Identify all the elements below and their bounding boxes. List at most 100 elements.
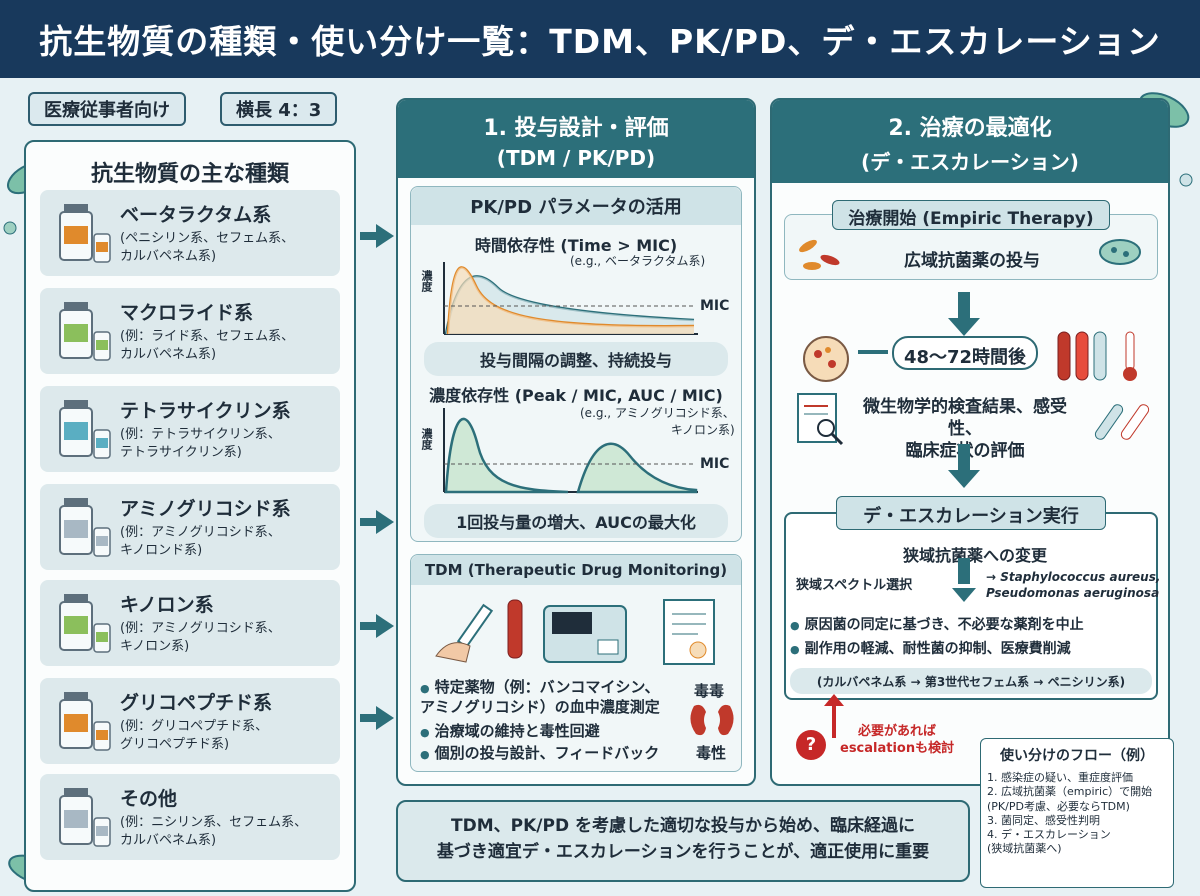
syringe-icon [435,599,523,663]
dosing-design-title: 1. 投与設計・評価 [483,116,669,141]
pkpd-title: PK/PD パラメータの活用 [411,187,741,225]
escalation-arrow-head [824,694,844,706]
antibiotic-type-card: アミノグリコシド系 (例：アミノグリコシド系、 キノロンド系) [40,484,340,570]
dosing-design-header: 1. 投与設計・評価 (TDM / PK/PD) [398,100,754,178]
medicine-bottle-icon [40,774,120,860]
usage-flow-box: 使い分けのフロー（例） 1. 感染症の疑い、重症度評価 2. 広域抗菌薬（emp… [980,738,1174,888]
arrow-down-icon [952,558,976,602]
deescalation-bullet: 副作用の軽減、耐性菌の抑制、医療費削減 [790,640,1154,658]
antibiotic-type-desc: (ペニシリン系、セフェム系、 カルバペネム系) [120,231,295,264]
antibiotic-type-text: ベータラクタム系 (ペニシリン系、セフェム系、 カルバペネム系) [120,200,340,265]
clipboard-search-icon [797,393,844,446]
empiric-title: 治療開始 (Empiric Therapy) [832,200,1110,230]
usage-flow-title: 使い分けのフロー（例） [1000,748,1154,764]
antibiotic-type-name: ベータラクタム系 [120,204,272,227]
antibiotic-type-text: その他 (例：ニシリン系、セフェム系、 カルバペネム系) [120,784,340,849]
mic-label: MIC [700,456,730,472]
antibiotic-type-desc: (例：ニシリン系、セフェム系、 カルバペネム系) [120,815,308,848]
time-dependent-action: 投与間隔の調整、持続投与 [424,342,728,376]
arrow-right-icon [360,706,394,730]
antibiotic-type-text: マクロライド系 (例：ライド系、セフェム系、 カルバペネム系) [120,298,340,363]
aspect-tag: 横長 4：3 [220,92,338,126]
warning-icon: ? [796,730,826,760]
concentration-dependent-example: (e.g., アミノグリコシド系、 キノロン系) [580,406,735,437]
antibiotic-type-name: アミノグリコシド系 [120,498,291,521]
antibiotic-type-card: キノロン系 (例：アミノグリコシド系、 キノロン系) [40,580,340,666]
antibiotic-type-desc: (例：ライド系、セフェム系、 カルバペネム系) [120,329,295,362]
medicine-bottle-icon [40,190,120,276]
toxicity-label: 毒毒 [694,682,725,700]
antibiotic-type-name: マクロライド系 [120,302,254,325]
test-tubes-icon [1057,331,1137,381]
tdm-bullet: 治療域の維持と毒性回避 [420,722,680,742]
toxicity-label: 毒性 [696,744,727,762]
usage-flow-step: 4. デ・エスカレーション (狭域抗菌薬へ) [987,828,1111,856]
arrow-right-icon [360,510,394,534]
bacteria-icon [799,239,840,270]
kidney-icon [690,704,734,736]
audience-tag: 医療従事者向け [28,92,186,126]
escalation-note: 必要があれば escalationも検討 [840,724,955,756]
antibiotic-type-card: テトラサイクリン系 (例：テトラサイクリン系、 テトラサイクリン系) [40,386,340,472]
antibiotic-type-card: グリコペプチド系 (例：グリコペプチド系、 グリコペプチド系) [40,678,340,764]
antibiotic-type-card: マクロライド系 (例：ライド系、セフェム系、 カルバペネム系) [40,288,340,374]
concentration-dependent-action: 1回投与量の増大、AUCの最大化 [424,504,728,538]
y-axis-label: 濃度 [420,270,433,292]
arrow-down-icon [948,444,980,488]
time-dependent-graph [443,262,698,335]
antibiotic-type-text: アミノグリコシド系 (例：アミノグリコシド系、 キノロンド系) [120,494,340,559]
antibiotic-type-text: グリコペプチド系 (例：グリコペプチド系、 グリコペプチド系) [120,688,340,753]
antibiotic-type-name: グリコペプチド系 [120,692,273,715]
time-dependent-example: (e.g., ベータラクタム系) [570,254,706,268]
mic-label: MIC [700,298,730,314]
medicine-bottle-icon [40,580,120,666]
antibiotic-type-name: キノロン系 [120,594,214,617]
tdm-title: TDM (Therapeutic Drug Monitoring) [411,555,741,585]
example-chain: (カルバペネム系 → 第3世代セフェム系 → ペニシリン系) [790,668,1152,694]
report-icon [663,599,715,665]
antibiotic-type-desc: (例：アミノグリコシド系、 キノロン系) [120,621,281,654]
time-dependent-title: 時間依存性 (Time > MIC) [474,236,678,255]
treatment-optimization-subtitle: (デ・エスカレーション) [861,150,1079,174]
narrow-select-text: 狭域スペクトル選択 [796,578,913,593]
medicine-bottle-icon [40,484,120,570]
tdm-bullet: 特定薬物（例：バンコマイシン、 アミノグリコシド）の血中濃度測定 [420,678,680,717]
treatment-optimization-title: 2. 治療の最適化 [888,116,1052,141]
y-axis-label: 濃度 [420,428,433,450]
usage-flow-step: 2. 広域抗菌薬（empiric）で開始 (PK/PD考慮、必要ならTDM) [987,785,1153,813]
summary-message: TDM、PK/PD を考慮した適切な投与から始め、臨床経過に 基づき適宜デ・エス… [396,800,970,882]
analyzer-icon [543,605,627,663]
page-title: 抗生物質の種類・使い分け一覧：TDM、PK/PD、デ・エスカレーション [0,0,1200,78]
deescalation-title: デ・エスカレーション実行 [836,496,1106,530]
petri-dish-icon [803,336,849,382]
antibiotic-types-title: 抗生物質の主な種類 [90,162,289,187]
narrow-change-text: 狭域抗菌薬への変更 [902,546,1047,565]
escalation-arrow [832,700,836,738]
antibiotic-type-text: テトラサイクリン系 (例：テトラサイクリン系、 テトラサイクリン系) [120,396,340,461]
antibiotic-type-name: テトラサイクリン系 [120,400,291,423]
arrow-right-icon [360,224,394,248]
tdm-bullet: 個別の投与設計、フィードバック [420,744,680,764]
empiric-text: 広域抗菌薬の投与 [904,251,1040,271]
antibiotic-type-desc: (例：グリコペプチド系、 グリコペプチド系) [120,719,269,752]
medicine-bottle-icon [40,386,120,472]
concentration-dependent-graph [443,408,698,494]
time-after-arrow [858,350,888,354]
usage-flow-step: 1. 感染症の疑い、重症度評価 [987,771,1133,784]
medicine-bottle-icon [40,288,120,374]
time-after-label: 48〜72時間後 [892,336,1038,370]
antibiotic-type-text: キノロン系 (例：アミノグリコシド系、 キノロン系) [120,590,340,655]
arrow-down-icon [948,292,980,336]
medicine-bottle-icon [40,678,120,764]
treatment-optimization-header: 2. 治療の最適化 (デ・エスカレーション) [772,100,1168,183]
usage-flow-step: 3. 菌同定、感受性判明 [987,813,1100,827]
bacteria-icon [1099,239,1141,265]
deescalation-bullet: 原因菌の同定に基づき、不必要な薬剤を中止 [790,616,1154,634]
arrow-right-icon [360,614,394,638]
concentration-dependent-title: 濃度依存性 (Peak / MIC, AUC / MIC) [429,386,723,405]
thermometer-icon [1094,404,1150,440]
dosing-design-subtitle: (TDM / PK/PD) [496,146,656,170]
organisms-text: → Staphylococcus aureus, Pseudomonas aer… [986,570,1161,600]
antibiotic-type-card: その他 (例：ニシリン系、セフェム系、 カルバペネム系) [40,774,340,860]
antibiotic-type-desc: (例：テトラサイクリン系、 テトラサイクリン系) [120,427,281,460]
